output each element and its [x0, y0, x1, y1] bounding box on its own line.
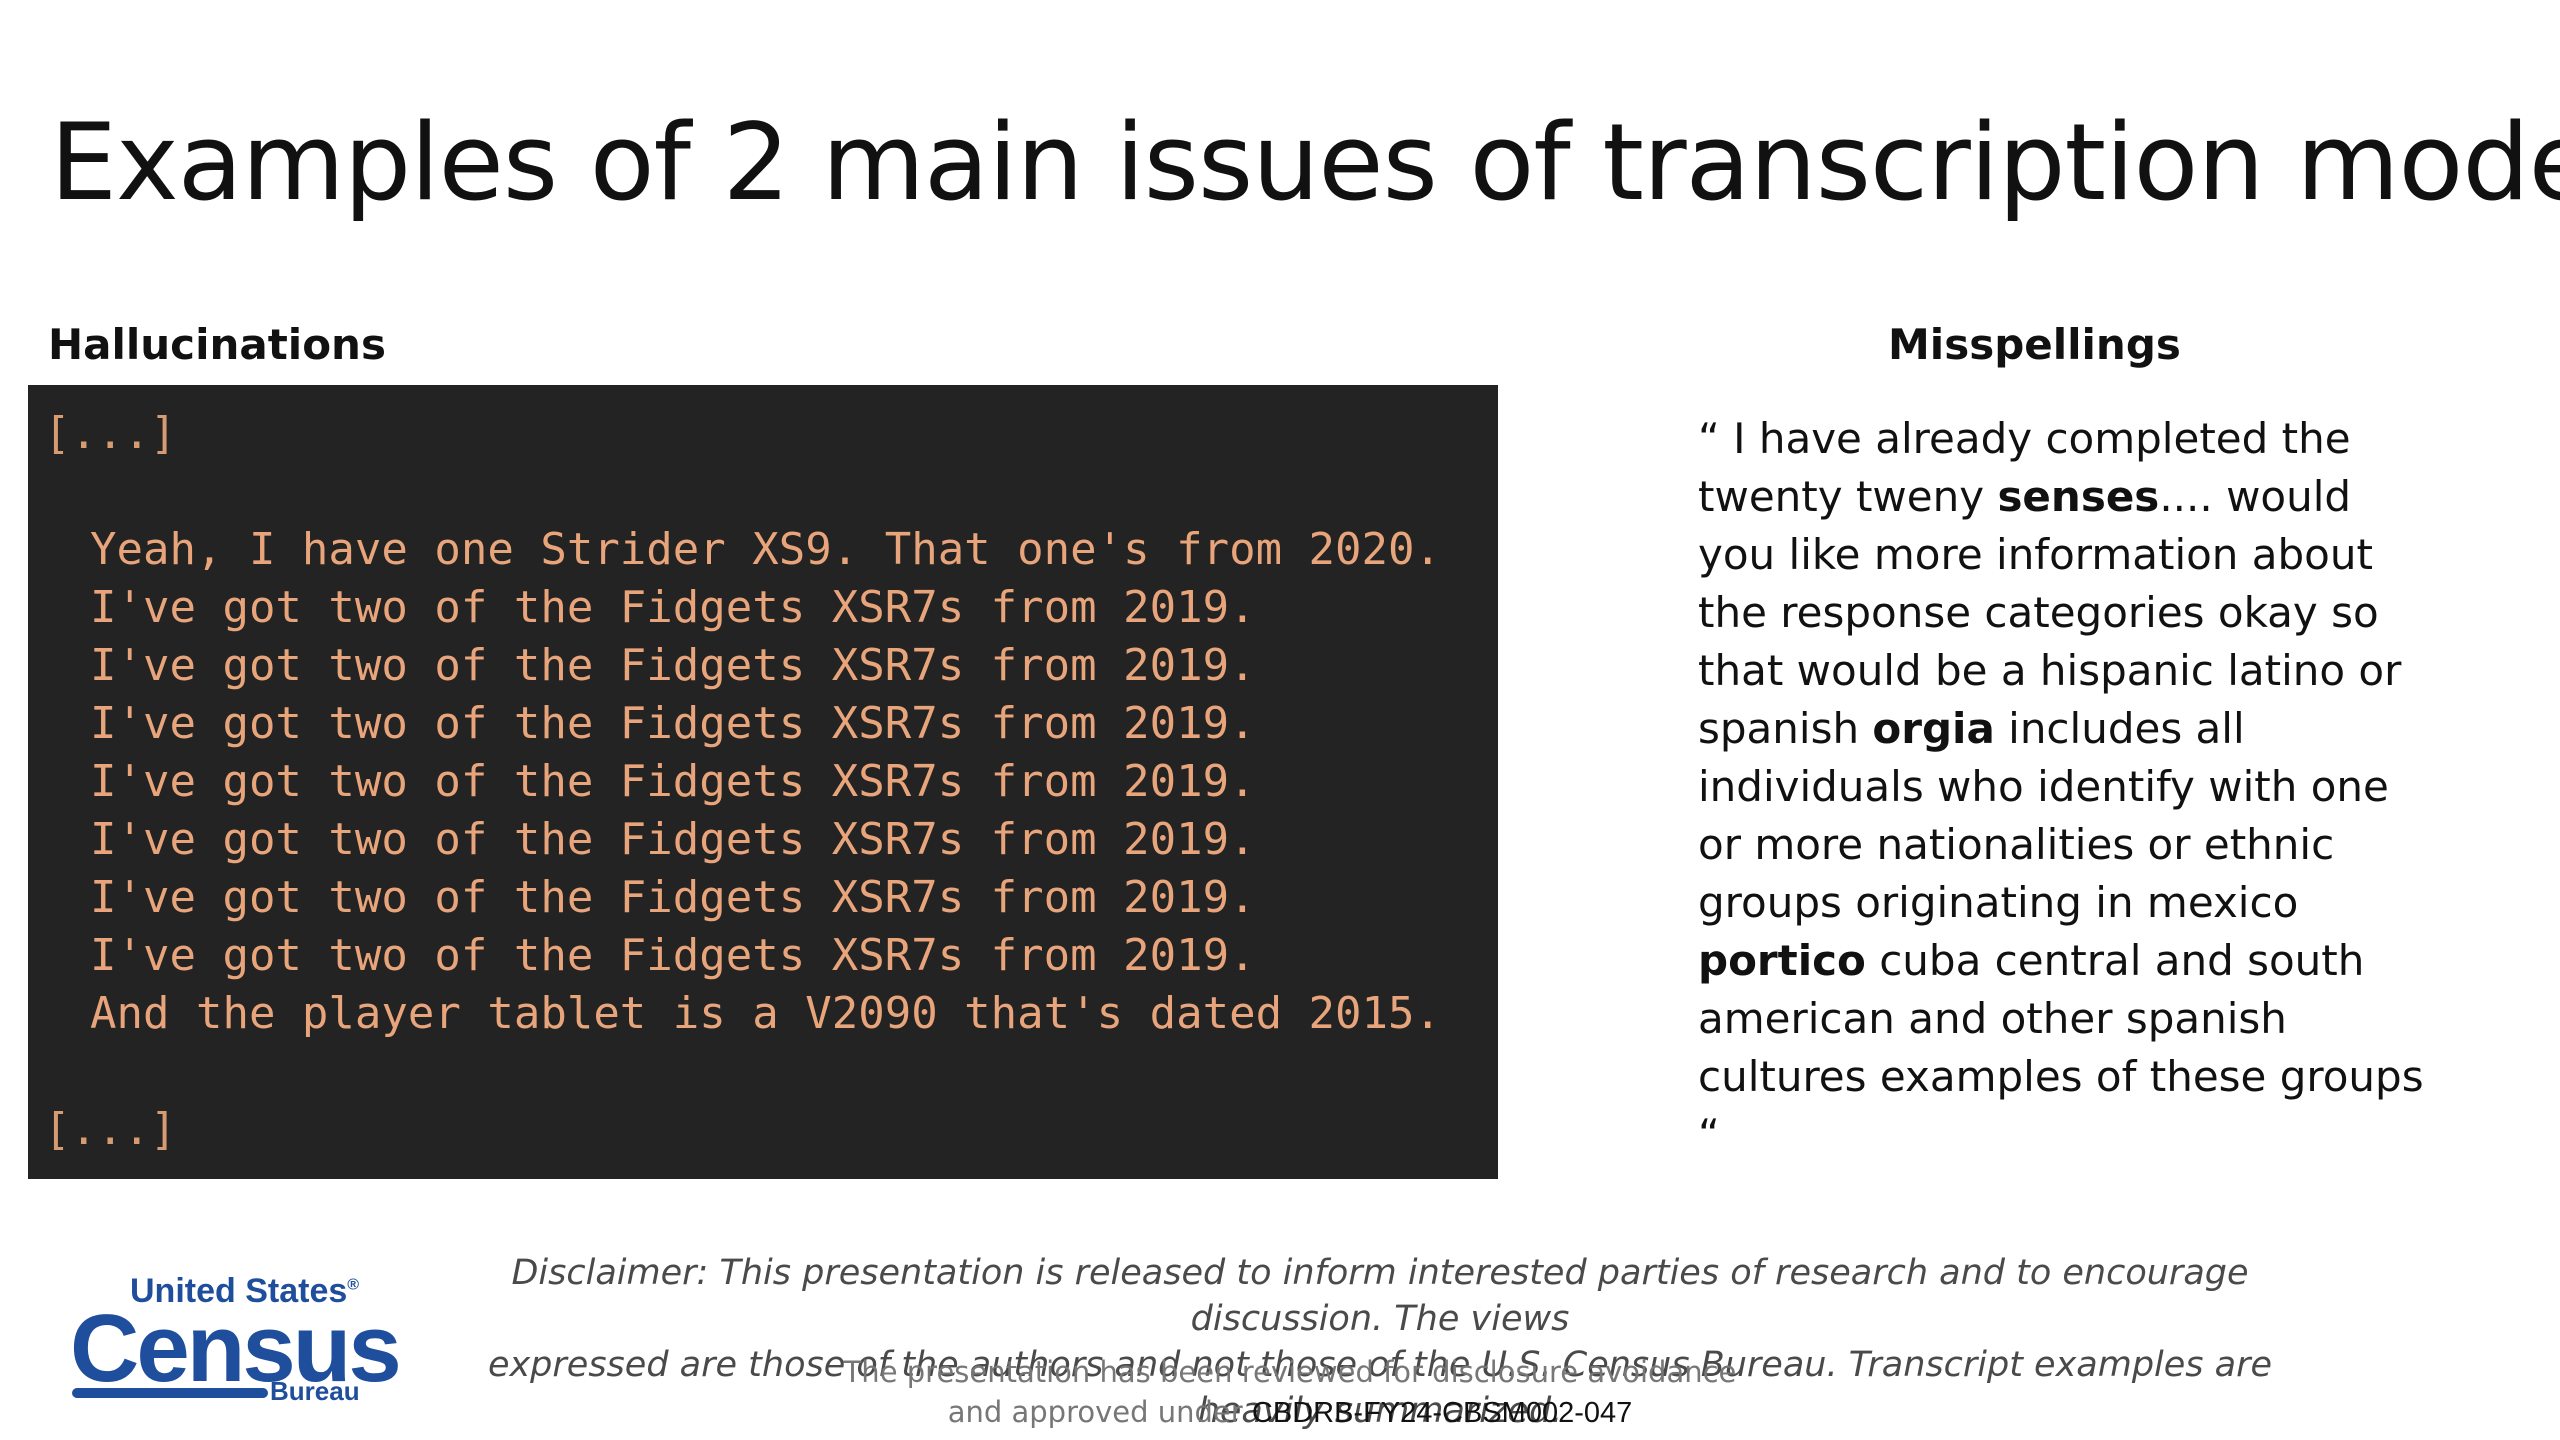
transcript-line: I've got two of the Fidgets XSR7s from 2… [90, 582, 1256, 633]
logo-bureau: Bureau [270, 1376, 360, 1406]
hallucinations-transcript-panel: [...] Yeah, I have one Strider XS9. That… [28, 385, 1498, 1179]
transcript-line: Yeah, I have one Strider XS9. That one's… [90, 524, 1442, 575]
logo-census: Census [70, 1295, 402, 1402]
misspelled-word: orgia [1872, 704, 1995, 753]
disclosure-review-note: The presentation has been reviewed for d… [780, 1352, 1800, 1433]
transcript-lines: Yeah, I have one Strider XS9. That one's… [44, 521, 1498, 1043]
transcript-line: I've got two of the Fidgets XSR7s from 2… [90, 814, 1256, 865]
disclaimer-line: expressed are those of the authors and n… [487, 1345, 2273, 1431]
logo-underline [72, 1388, 268, 1398]
review-line: The presentation has been reviewed for d… [843, 1355, 1737, 1389]
misspelled-word: senses [1997, 472, 2160, 521]
hallucinations-heading: Hallucinations [48, 320, 386, 369]
ellipsis-top: [...] [44, 408, 177, 459]
misspelled-word: portico [1698, 936, 1866, 985]
quote-text: includes all individuals who identify wi… [1698, 704, 2403, 927]
slide-title: Examples of 2 main issues of transcripti… [50, 101, 2560, 224]
transcript-line: I've got two of the Fidgets XSR7s from 2… [90, 756, 1256, 807]
quote-text: “ I have already completed the twenty tw… [1698, 414, 2364, 521]
approval-code: CBDRB-FY24-CBSM002-047 [1251, 1397, 1633, 1429]
review-line: and approved under CBDRB-FY24-CBSM002-04… [947, 1395, 1633, 1429]
transcript-line: I've got two of the Fidgets XSR7s from 2… [90, 872, 1256, 923]
misspellings-heading: Misspellings [1888, 320, 2181, 369]
ellipsis-bottom: [...] [44, 1104, 177, 1155]
transcript-line: And the player tablet is a V2090 that's … [90, 988, 1442, 1039]
disclaimer: Disclaimer: This presentation is release… [440, 1250, 2320, 1434]
census-bureau-logo: United States® Census Bureau [60, 1270, 402, 1420]
quote-text: cuba central and south american and othe… [1698, 936, 2437, 1159]
misspellings-quote: “ I have already completed the twenty tw… [1698, 410, 2438, 1164]
logo-united-states: United States® [130, 1272, 360, 1310]
transcript-line: I've got two of the Fidgets XSR7s from 2… [90, 640, 1256, 691]
quote-text: .... would you like more information abo… [1698, 472, 2415, 753]
transcript-line: I've got two of the Fidgets XSR7s from 2… [90, 698, 1256, 749]
transcript-line: I've got two of the Fidgets XSR7s from 2… [90, 930, 1256, 981]
disclaimer-line: Disclaimer: This presentation is release… [511, 1253, 2249, 1339]
